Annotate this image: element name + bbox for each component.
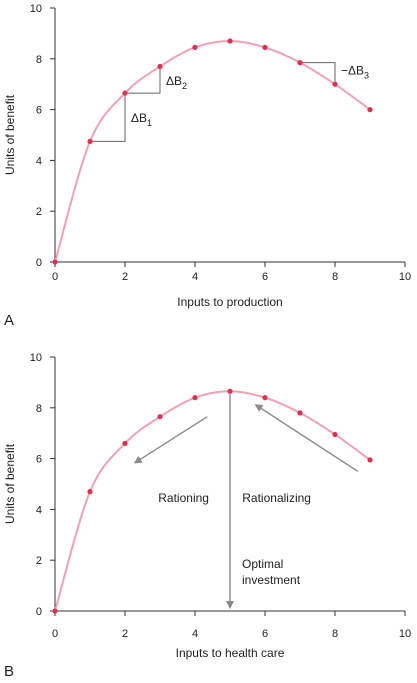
panel-a-data-point: [87, 138, 93, 144]
panel-a-x-tick-label: 2: [122, 271, 128, 283]
panel-b-rationalizing-label: Rationalizing: [242, 491, 311, 505]
panel-b-data-point: [227, 388, 233, 394]
panel-b-x-tick-label: 4: [192, 628, 198, 640]
panel-a-x-tick-label: 0: [52, 271, 58, 283]
panel-a-delta-bracket: [125, 66, 161, 94]
panel-b-x-axis-title: Inputs to health care: [176, 646, 285, 660]
panel-b-data-point: [122, 440, 128, 446]
panel-b-data-point: [87, 489, 93, 495]
panel-b-benefit-curve: [54, 390, 371, 612]
panel-a-data-point: [297, 60, 303, 66]
panel-a-y-axis-title: Units of benefit: [3, 94, 17, 175]
panel-a-delta-label: −ΔB3: [341, 63, 369, 80]
panel-b-x-tick-label: 8: [332, 628, 338, 640]
panel-a-x-tick-label: 4: [192, 271, 198, 283]
panel-b-x-tick-label: 0: [52, 628, 58, 640]
panel-b-data-point: [332, 431, 338, 438]
panel-b-rationing-label: Rationing: [158, 491, 209, 505]
panel-a-y-tick-label: 4: [36, 155, 42, 167]
panel-b-investment-label: investment: [242, 573, 301, 587]
panel-a-data-point: [122, 90, 128, 96]
panel-b-optimal-label: Optimal: [242, 557, 283, 571]
panel-b-y-tick-label: 2: [36, 555, 42, 567]
panel-b-x-tick-label: 6: [262, 628, 268, 640]
panel-a-chart: 0 2 4 6 8 10 0 2 4 6 8 10 Inputs to production Units …: [3, 3, 411, 329]
panel-b-y-axis-title: Units of benefit: [3, 443, 17, 524]
panel-b-y-tick-label: 8: [36, 403, 42, 415]
panel-b-y-tick-label: 6: [36, 454, 42, 466]
panel-a-x-tick-label: 10: [399, 271, 411, 283]
panel-a-data-point: [157, 63, 163, 70]
panel-b-data-point: [192, 395, 198, 401]
panel-a-data-point: [332, 81, 338, 87]
panel-a-x-tick-label: 8: [332, 271, 338, 283]
panel-a-x-tick-label: 6: [262, 271, 268, 283]
panel-a-y-tick-label: 0: [36, 257, 42, 269]
panel-a-benefit-curve: [54, 40, 371, 263]
panel-b-data-point: [367, 457, 373, 463]
panel-b-chart: 0 2 4 6 8 10 0 2 4 6 8 10 Inputs to health care Units…: [3, 352, 411, 680]
panel-a-x-axis-title: Inputs to production: [177, 295, 282, 309]
panel-b-x-tick-label: 10: [399, 628, 411, 640]
panel-a-delta-bracket: [300, 62, 336, 85]
panel-a-y-tick-label: 8: [36, 54, 42, 66]
panel-a-delta-bracket: [90, 93, 126, 142]
panel-b-data-point: [297, 410, 303, 416]
panel-b-label: B: [4, 663, 14, 680]
panel-a-data-point: [52, 259, 58, 265]
panel-a-data-point: [192, 44, 198, 50]
panel-b-y-tick-label: 0: [36, 606, 42, 618]
panel-a-y-tick-label: 2: [36, 206, 42, 218]
panel-b-rationalizing-arrow: [254, 404, 359, 472]
panel-a-data-point: [262, 44, 268, 50]
panel-a-data-point: [227, 38, 233, 44]
panel-a-y-tick-label: 6: [36, 105, 42, 117]
panel-b-rationing-arrow: [133, 416, 208, 464]
panel-b-y-tick-label: 4: [36, 504, 42, 516]
panel-a-delta-label: ΔB1: [131, 111, 152, 128]
panel-a-delta-label: ΔB2: [166, 74, 187, 91]
panel-a-label: A: [4, 312, 14, 329]
panel-b-x-tick-label: 2: [122, 628, 128, 640]
panel-b-data-point: [157, 414, 163, 420]
panel-a-data-point: [367, 107, 373, 113]
panel-b-y-tick-label: 10: [30, 352, 42, 364]
panel-b-data-point: [262, 395, 268, 401]
panel-a-y-tick-label: 10: [30, 3, 42, 15]
panel-b-data-point: [52, 608, 58, 614]
